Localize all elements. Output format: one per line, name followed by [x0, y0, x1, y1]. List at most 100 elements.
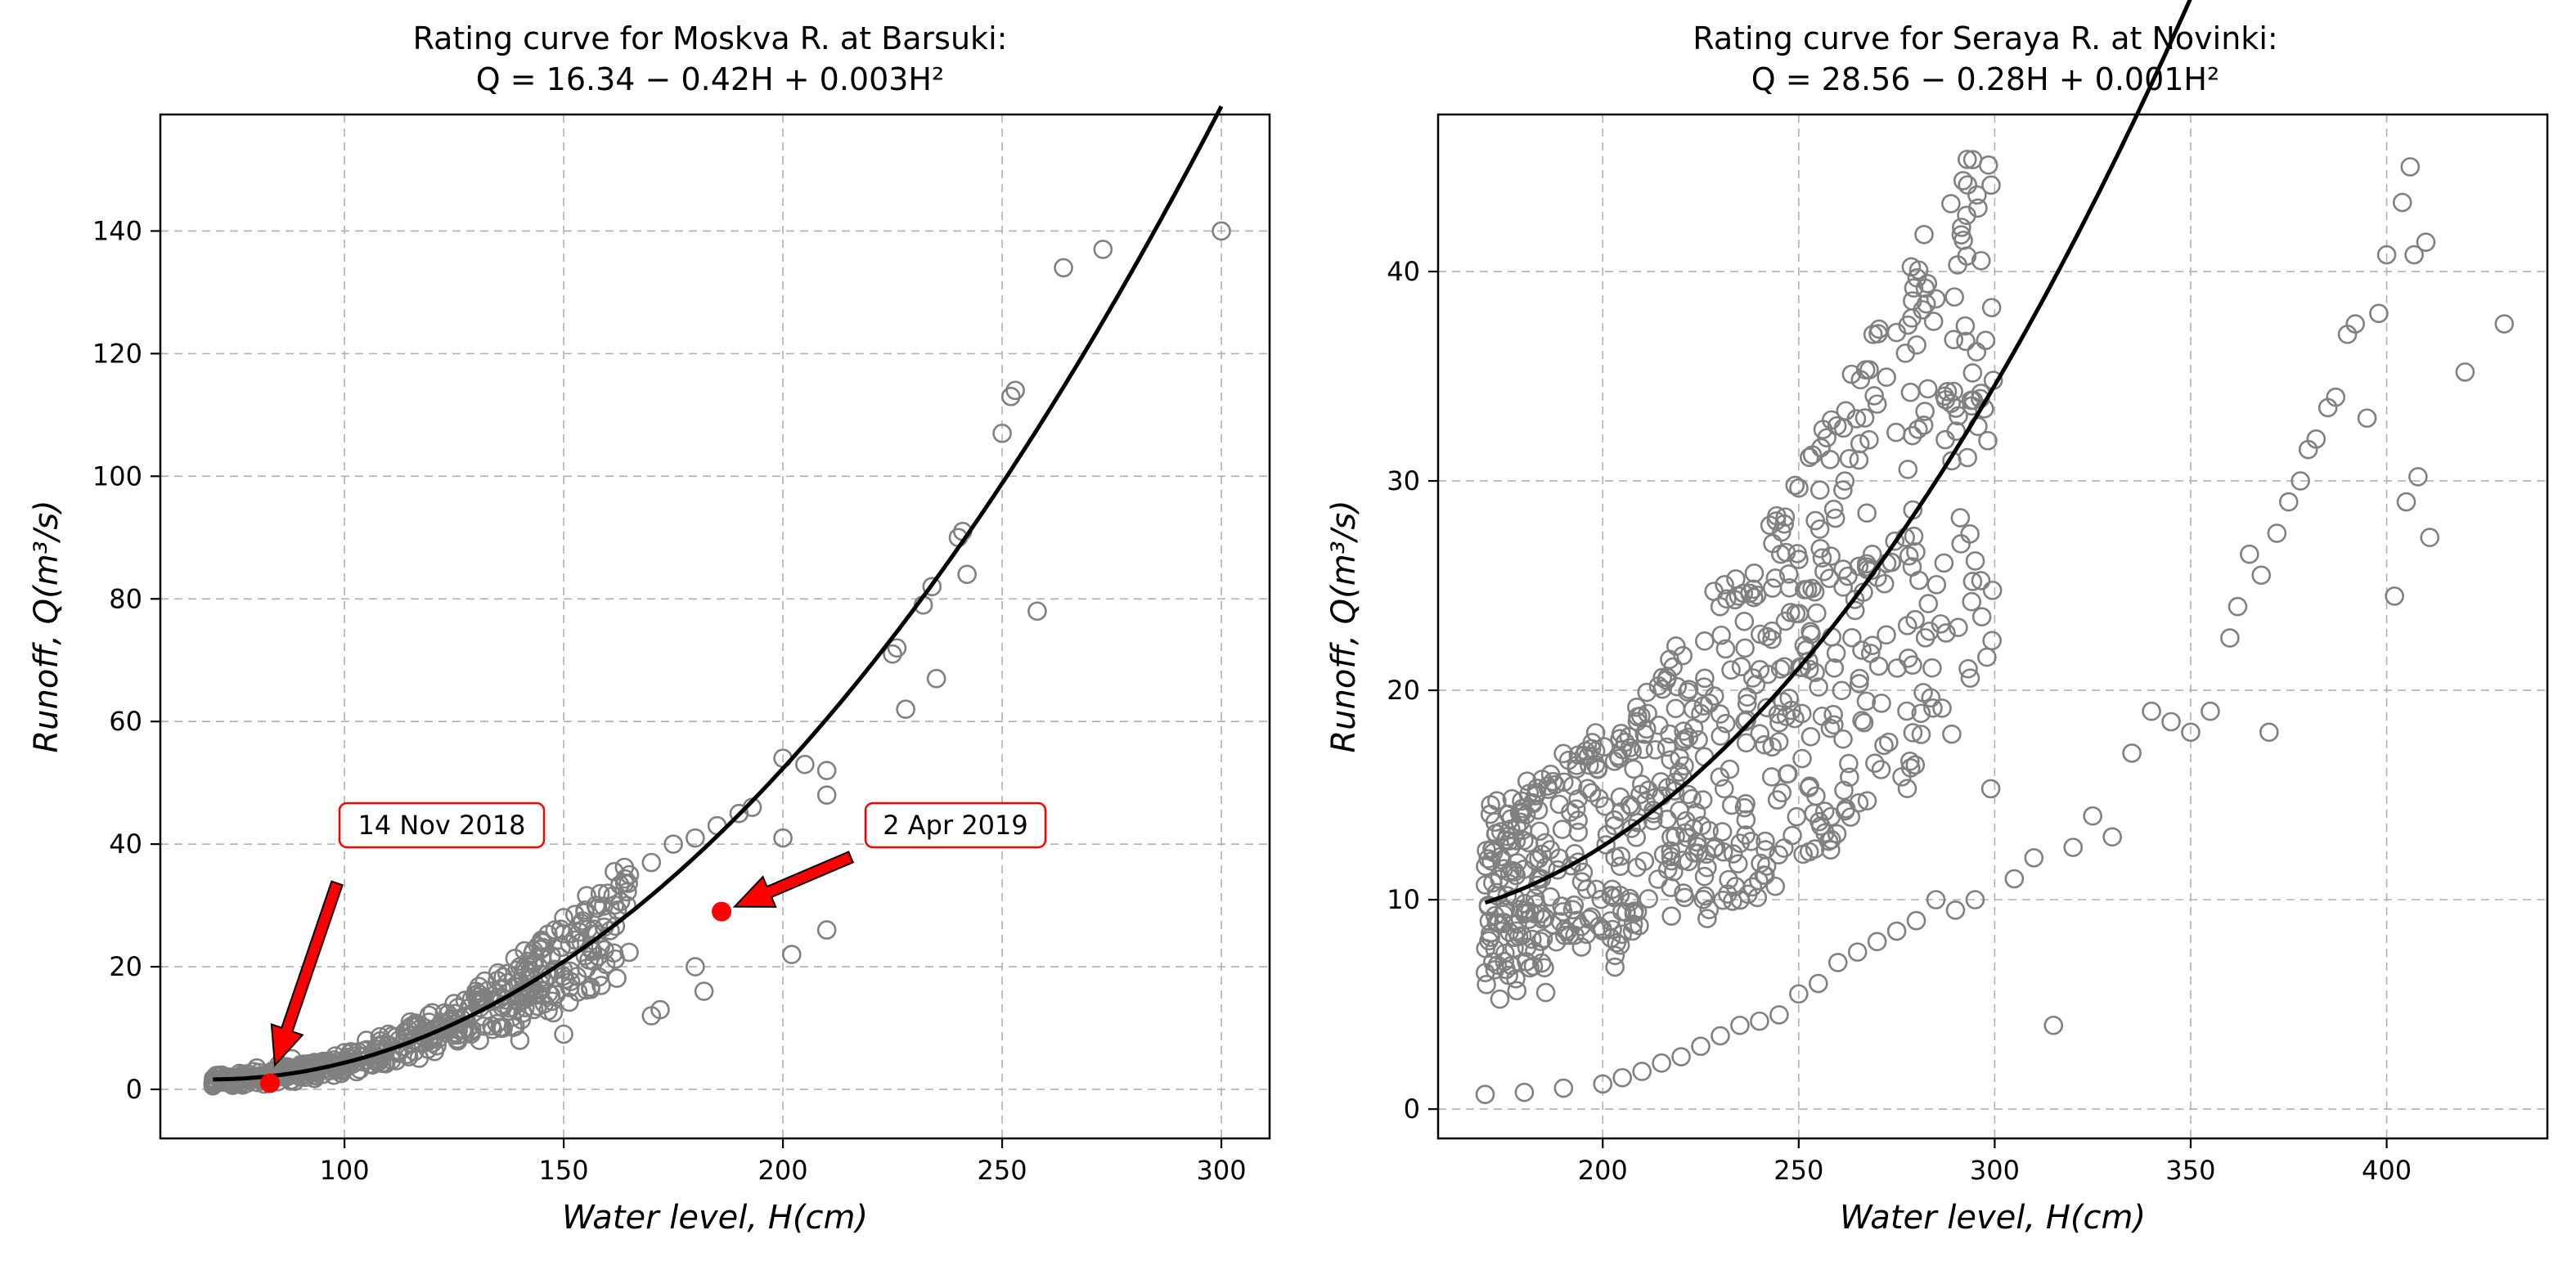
scatter-point	[1887, 658, 1907, 678]
scatter-point	[1733, 583, 1754, 604]
scatter-point	[600, 921, 620, 941]
scatter-point	[1802, 445, 1823, 465]
scatter-point	[1603, 919, 1622, 940]
scatter-point	[1799, 447, 1819, 468]
panel-seraya: Rating curve for Seraya R. at Novinki: Q…	[1325, 0, 2549, 1237]
scatter-point	[2306, 429, 2326, 449]
scatter-point	[2385, 586, 2404, 606]
scatter-point	[1805, 510, 1825, 531]
scatter-point	[2291, 471, 2310, 491]
scatter-point	[1821, 829, 1841, 850]
scatter-point	[1836, 798, 1856, 819]
scatter-point	[1532, 770, 1552, 789]
scatter-point	[510, 957, 530, 976]
scatter-point	[1823, 704, 1843, 725]
scatter-point	[1588, 759, 1608, 779]
panel-seraya-y-tick-label: 0	[1404, 1093, 1420, 1125]
scatter-point	[1824, 658, 1845, 678]
scatter-point	[455, 1020, 474, 1040]
scatter-point	[1664, 862, 1684, 882]
scatter-point	[1755, 734, 1774, 755]
scatter-point	[1905, 755, 1926, 775]
scatter-point	[1926, 575, 1947, 595]
scatter-point	[2357, 408, 2377, 429]
scatter-point	[1715, 713, 1736, 734]
scatter-point	[1849, 792, 1869, 813]
scatter-point	[1721, 660, 1741, 680]
scatter-point	[1711, 625, 1731, 645]
scatter-point	[1736, 794, 1756, 814]
scatter-point	[2267, 523, 2287, 543]
scatter-point	[1792, 703, 1812, 724]
scatter-point	[1823, 500, 1844, 519]
scatter-point	[1627, 712, 1648, 732]
scatter-point	[816, 920, 837, 940]
scatter-point	[1612, 739, 1633, 760]
scatter-point	[686, 828, 705, 848]
scatter-point	[1863, 635, 1882, 655]
scatter-point	[1857, 554, 1877, 574]
scatter-point	[1906, 910, 1926, 931]
scatter-point	[2063, 837, 2084, 857]
scatter-point	[1857, 791, 1877, 810]
scatter-point	[1855, 360, 1876, 380]
scatter-point	[1960, 668, 1980, 688]
scatter-point	[1765, 876, 1786, 896]
scatter-point	[1879, 732, 1899, 752]
scatter-point	[1695, 631, 1715, 651]
panel-seraya-title: Rating curve for Seraya R. at Novinki:	[1693, 20, 2277, 56]
scatter-point	[1593, 1074, 1613, 1094]
scatter-point	[2392, 192, 2412, 213]
scatter-point	[1854, 408, 1875, 428]
scatter-point	[595, 940, 614, 960]
scatter-point	[1481, 795, 1500, 815]
scatter-point	[1684, 718, 1704, 738]
scatter-point	[591, 976, 611, 995]
scatter-point	[1926, 890, 1946, 909]
scatter-point	[883, 644, 902, 664]
scatter-point	[510, 1030, 530, 1050]
scatter-point	[2102, 827, 2122, 847]
scatter-point	[1601, 886, 1621, 906]
scatter-point	[1885, 531, 1905, 551]
scatter-point	[2004, 869, 2025, 889]
scatter-point	[1981, 175, 2001, 195]
scatter-point	[1968, 198, 1988, 218]
scatter-point	[1657, 737, 1677, 757]
scatter-point	[1512, 802, 1531, 823]
scatter-point	[528, 983, 548, 1003]
scatter-point	[1639, 889, 1658, 909]
panel-seraya-y-tick-label: 10	[1387, 884, 1420, 915]
scatter-point	[1821, 546, 1841, 566]
scatter-point	[1688, 730, 1708, 750]
scatter-point	[1630, 916, 1649, 936]
scatter-point	[1621, 819, 1642, 838]
scatter-point	[1804, 803, 1823, 824]
scatter-point	[1610, 935, 1630, 955]
scatter-point	[1735, 638, 1755, 658]
scatter-point	[1673, 645, 1693, 666]
scatter-point	[1770, 544, 1791, 564]
scatter-point	[1762, 621, 1783, 641]
scatter-point	[1093, 240, 1113, 259]
scatter-point	[1506, 831, 1526, 851]
scatter-point	[1775, 507, 1796, 528]
scatter-point	[1632, 1062, 1652, 1081]
panel-moskva-y-tick-label: 100	[92, 460, 142, 492]
scatter-point	[1626, 697, 1647, 717]
scatter-point	[1779, 689, 1799, 708]
scatter-point	[1812, 548, 1832, 568]
scatter-point	[1666, 636, 1686, 656]
scatter-point	[516, 961, 536, 981]
panel-moskva-y-tick-label: 20	[109, 951, 142, 982]
scatter-point	[1725, 877, 1746, 896]
scatter-point	[1578, 779, 1598, 798]
scatter-point	[2240, 544, 2259, 564]
scatter-point	[1789, 478, 1809, 498]
scatter-point	[1799, 651, 1818, 671]
scatter-point	[1661, 851, 1681, 871]
scatter-point	[2455, 362, 2475, 382]
scatter-point	[279, 1059, 299, 1080]
scatter-point	[1948, 255, 1967, 275]
